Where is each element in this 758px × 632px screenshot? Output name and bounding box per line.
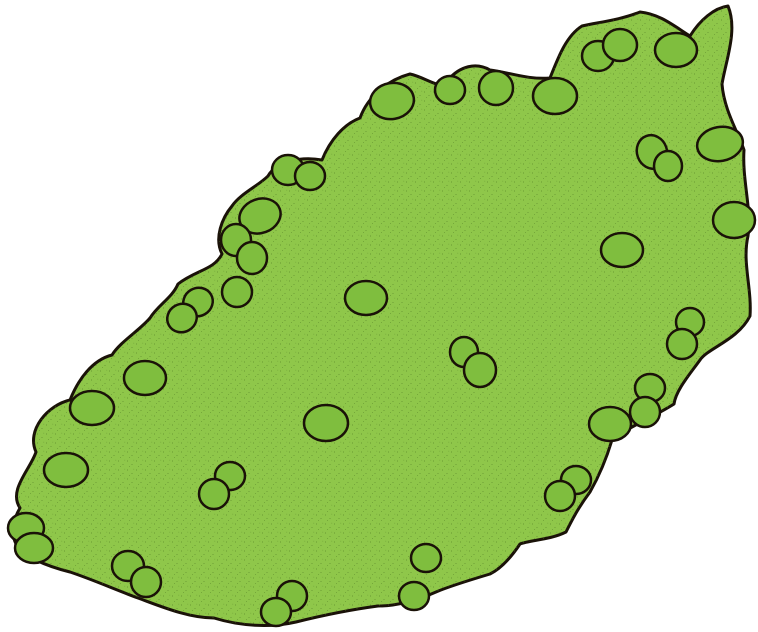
- bump-4: [531, 76, 579, 116]
- bump-25: [665, 327, 699, 361]
- bump-28: [302, 403, 350, 443]
- bump-27: [68, 389, 116, 427]
- bump-15: [238, 197, 282, 235]
- bump-31: [587, 405, 633, 443]
- bump-17: [235, 240, 269, 276]
- bump-36: [543, 479, 577, 513]
- bump-2: [433, 74, 467, 106]
- bump-21: [343, 279, 389, 317]
- bump-11: [711, 200, 757, 240]
- bump-40: [129, 565, 163, 599]
- bump-44: [259, 596, 293, 628]
- bump-23: [462, 351, 498, 389]
- bump-18: [220, 275, 254, 309]
- bump-42: [397, 580, 431, 612]
- bump-41: [409, 542, 443, 574]
- bump-14: [293, 160, 327, 192]
- bump-3: [477, 69, 515, 107]
- bump-30: [628, 395, 662, 429]
- bump-10: [652, 149, 684, 183]
- bump-32: [42, 451, 90, 489]
- bump-34: [197, 477, 231, 511]
- bump-1: [368, 81, 416, 121]
- bump-6: [601, 27, 639, 63]
- bump-26: [122, 359, 168, 397]
- bump-7: [653, 31, 699, 69]
- bump-20: [165, 302, 199, 334]
- bump-38: [13, 531, 55, 565]
- bump-12: [599, 231, 645, 269]
- bump-group: [6, 27, 757, 628]
- bump-8: [695, 125, 745, 163]
